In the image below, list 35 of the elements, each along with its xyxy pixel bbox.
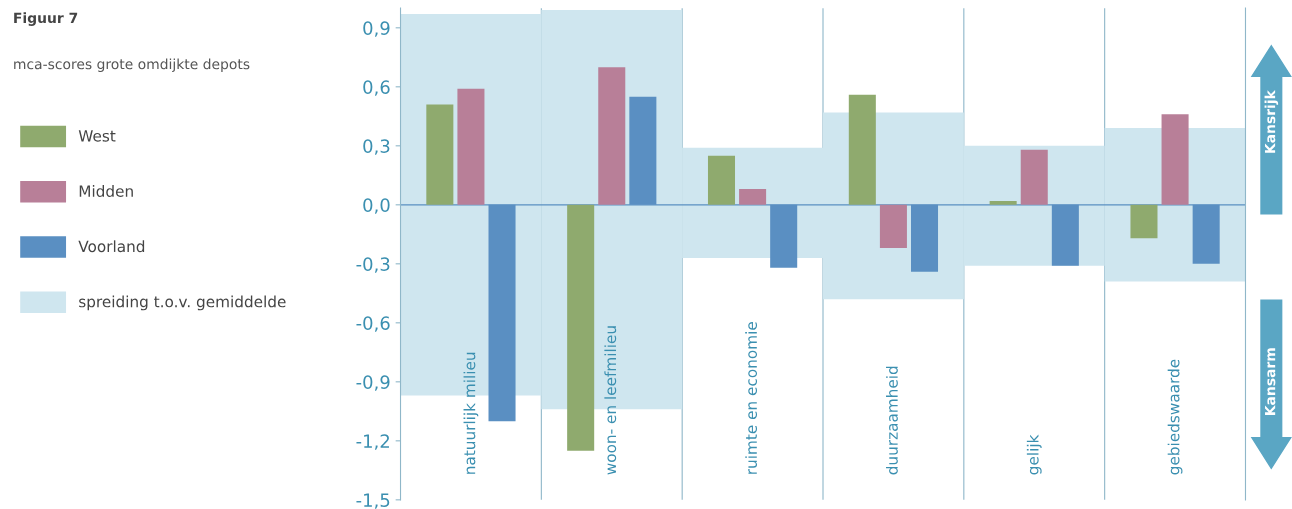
bar [426,104,454,205]
x-tick-label: gebiedswaarde [1167,359,1183,475]
y-tick-label: 0,9 [363,21,390,37]
x-tick-label: natuurlijk milieu [463,352,479,474]
text: mca-scores grote omdijkte depots [14,58,250,72]
y-tick-label: 0,0 [363,198,390,214]
bar [598,67,626,205]
legend-label: Voorland [78,240,145,253]
y-tick-label: -0,3 [356,257,390,273]
legend-label: West [78,130,116,142]
y-tick-label: 0,6 [363,80,390,96]
legend-label: Midden [79,185,133,197]
y-tick-label: -0,6 [356,316,390,332]
text: Figuur 7 [14,12,78,26]
x-tick-label: woon- en leefmilieu [604,326,617,475]
x-tick-label: gelijk [1026,434,1042,475]
text: Kansarm [1265,348,1276,415]
bar [707,155,736,205]
bar [848,94,876,205]
bar [457,88,485,205]
x-tick-label: duurzaamheid [886,366,898,475]
text: Kansrijk [1264,89,1279,153]
y-tick-label: 0,3 [363,139,390,155]
y-tick-label: -1,5 [356,493,390,509]
bar [739,189,767,205]
x-tick-label: ruimte en economie [745,322,758,474]
y-tick-label: -0,9 [356,375,390,391]
y-tick-label: -1,2 [356,434,389,450]
bar [1020,149,1048,205]
bar [989,200,1017,205]
bar [567,204,595,451]
legend-label: spreiding t.o.v. gemiddelde [79,295,286,311]
bar [1130,204,1158,239]
bar [1161,114,1189,205]
bar [879,204,907,249]
